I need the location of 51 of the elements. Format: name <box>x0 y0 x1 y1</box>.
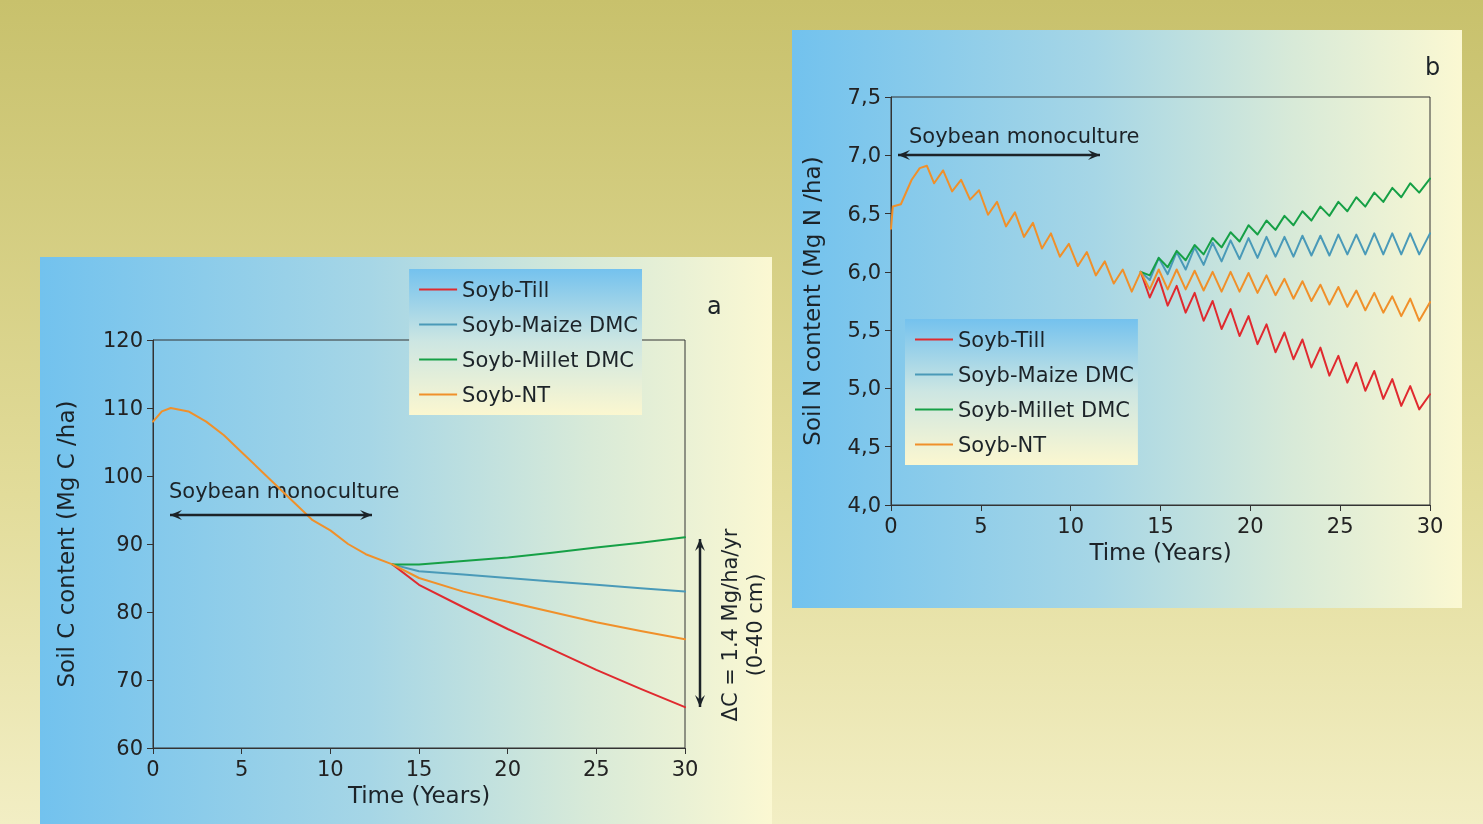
y-tick-label: 7,5 <box>847 85 881 109</box>
y-axis-title: Soil N content (Mg N /ha) <box>798 156 825 446</box>
x-tick-label: 0 <box>884 513 898 538</box>
x-tick-label: 30 <box>671 756 699 781</box>
y-tick-label: 100 <box>102 464 143 488</box>
legend-label: Soyb-Millet DMC <box>462 347 635 372</box>
x-tick-label: 20 <box>494 756 522 781</box>
legend-label: Soyb-Till <box>958 327 1046 352</box>
chart-title: b <box>1425 53 1441 81</box>
y-tick-label: 120 <box>102 328 143 352</box>
y-tick-label: 90 <box>116 532 143 556</box>
x-tick-label: 25 <box>1326 513 1354 538</box>
legend-label: Soyb-Till <box>462 277 550 302</box>
legend-label: Soyb-Maize DMC <box>462 312 638 337</box>
annotation: Soybean monoculture <box>909 124 1140 148</box>
y-tick-label: 110 <box>102 396 143 420</box>
legend-label: Soyb-Maize DMC <box>958 362 1134 387</box>
y-tick-label: 5,5 <box>847 318 881 343</box>
y-tick-label: 7,0 <box>847 143 881 168</box>
x-axis-title: Time (Years) <box>346 782 491 809</box>
x-tick-label: 20 <box>1236 513 1264 538</box>
x-tick-label: 15 <box>405 756 433 781</box>
text: (0-40 cm) <box>743 573 767 677</box>
y-tick-label: 80 <box>116 600 143 624</box>
text: ΔC = 1.4 Mg/ha/yr <box>718 528 742 722</box>
x-axis-title: Time (Years) <box>1088 539 1232 566</box>
line-series <box>152 407 686 641</box>
y-tick-label: 6,0 <box>847 259 881 284</box>
x-tick-label: 25 <box>582 756 610 781</box>
legend-label: Soyb-NT <box>462 382 551 407</box>
y-tick-label: 70 <box>116 668 143 692</box>
x-tick-label: 10 <box>1057 513 1085 538</box>
y-tick-label: 4,5 <box>847 434 881 459</box>
line-series <box>890 164 1431 322</box>
y-tick-label: 5,0 <box>847 376 881 401</box>
y-axis-title: Soil C content (Mg C /ha) <box>52 400 79 688</box>
chart-title: a <box>707 292 722 320</box>
x-tick-label: 5 <box>974 513 988 538</box>
line-series <box>391 563 686 709</box>
line-series <box>1139 177 1431 277</box>
legend-label: Soyb-Millet DMC <box>958 397 1130 422</box>
x-tick-label: 10 <box>316 756 344 781</box>
x-tick-label: 30 <box>1416 513 1444 538</box>
x-tick-label: 0 <box>146 756 160 781</box>
x-tick-label: 5 <box>234 756 249 781</box>
y-tick-label: 6,5 <box>847 201 881 226</box>
y-tick-label: 60 <box>116 736 143 760</box>
y-tick-label: 4,0 <box>847 493 881 517</box>
legend-label: Soyb-NT <box>958 432 1047 457</box>
x-tick-label: 15 <box>1147 513 1174 538</box>
line-series <box>391 536 686 566</box>
